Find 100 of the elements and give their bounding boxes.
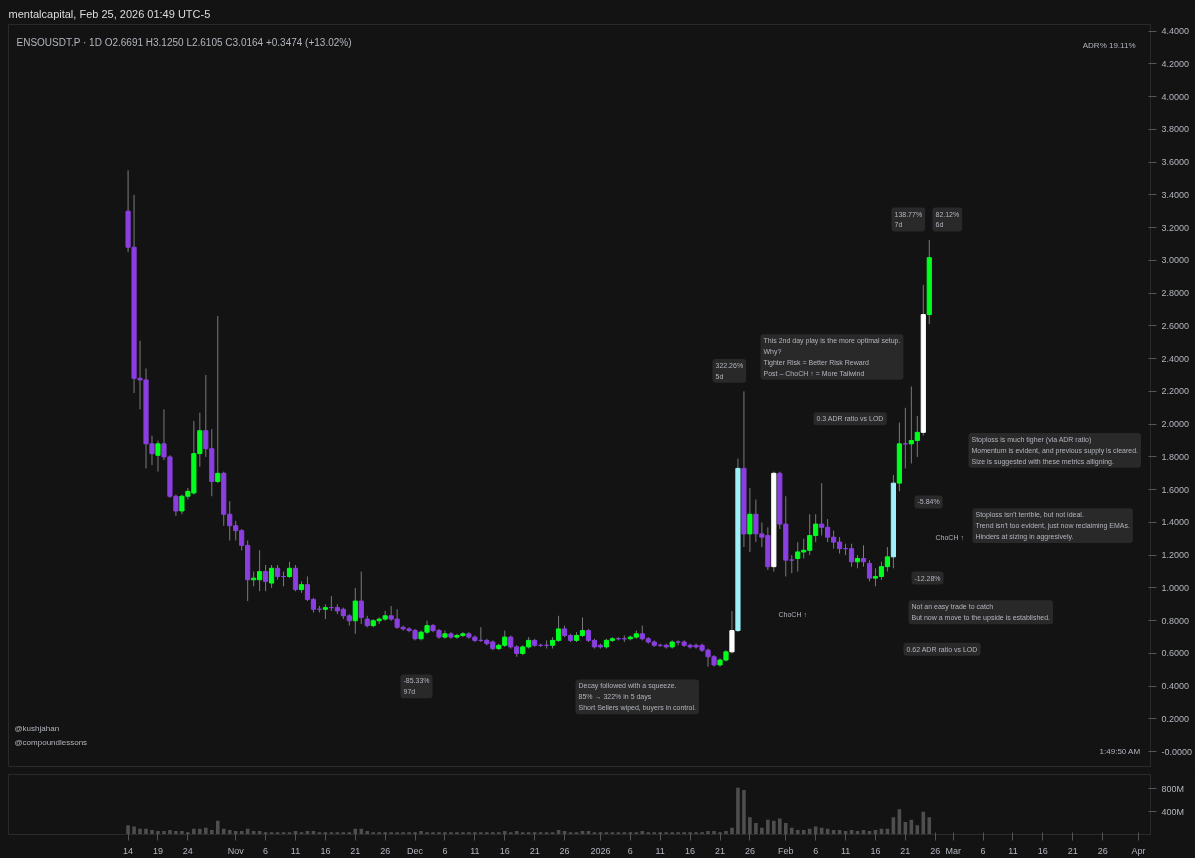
x-tick-label: 11 [840, 845, 851, 856]
bar [395, 832, 399, 835]
bar [496, 832, 501, 835]
y-tick-label: 3.2000 [1161, 222, 1190, 233]
x-tick-label: 26 [559, 845, 570, 856]
y-tick-label: 3.6000 [1161, 157, 1190, 168]
bar [760, 827, 764, 835]
y-tick-label: 1.0000 [1161, 582, 1190, 593]
y-tick-label: 3.8000 [1161, 124, 1190, 135]
y-tick-label: 2.4000 [1161, 353, 1190, 364]
x-tick-label: Apr [1131, 845, 1146, 856]
bar [795, 829, 800, 835]
bar [215, 820, 220, 835]
x-tick-label: 16 [870, 845, 881, 856]
y-tick-label: 2.2000 [1161, 386, 1190, 397]
x-tick-label: 16 [1037, 845, 1048, 856]
bar [192, 828, 196, 835]
y-tick-label: 3.0000 [1161, 255, 1190, 266]
x-tick-label: 21 [900, 845, 911, 856]
text: ENSOUSDT.P · 1D O2.6691 H3.1250 L2.6105 C3.0164 +0.3474 (+13.02%) [16, 36, 352, 48]
x-tick-label: 21 [715, 845, 726, 856]
y-tick-label: 3.4000 [1161, 189, 1190, 200]
bar [209, 829, 214, 835]
bar [772, 820, 776, 835]
bar [927, 817, 932, 835]
bar [479, 832, 483, 835]
bar [706, 831, 710, 835]
bar [652, 832, 657, 835]
y-tick-label: 0.8000 [1161, 615, 1190, 626]
bar [221, 828, 226, 835]
x-tick-label: 21 [350, 845, 361, 856]
bar [789, 827, 794, 835]
x-tick-label: Mar [945, 845, 961, 856]
candlestick [866, 559, 873, 582]
y-tick-label: 4.2000 [1161, 58, 1190, 69]
x-tick-label: 11 [1008, 845, 1018, 856]
bar [754, 823, 758, 835]
bar [514, 831, 519, 835]
x-tick-label: 6 [263, 845, 269, 856]
candlestick [729, 610, 735, 654]
bar [508, 832, 513, 835]
y-tick-label: 2.6000 [1161, 320, 1190, 331]
x-tick-label: 6 [627, 845, 633, 856]
y-tick-label: 1.2000 [1161, 550, 1190, 561]
bar [425, 832, 429, 835]
bar [132, 826, 136, 835]
x-tick-label: 26 [930, 845, 941, 856]
x-tick-label: 19 [152, 845, 163, 856]
bar [204, 827, 208, 835]
y-tick-label: 0.2000 [1161, 714, 1190, 724]
x-tick-label: Dec [407, 845, 424, 856]
bar [431, 832, 435, 835]
x-tick-label: 2026 [590, 845, 611, 856]
bar [461, 832, 465, 835]
bar [491, 832, 495, 835]
annotation: @compoundlessons [14, 737, 88, 747]
candlestick [747, 487, 753, 553]
y-tick-label: 4.4000 [1161, 26, 1190, 37]
bar [646, 832, 651, 835]
bar [670, 832, 674, 835]
bar [389, 832, 393, 835]
bar [227, 829, 232, 835]
chart-title: mentalcapital, Feb 25, 2026 01:49 UTC-5 [8, 7, 211, 20]
bar [401, 832, 405, 835]
bar [485, 832, 489, 835]
bar [371, 832, 376, 835]
x-tick-label: 11 [470, 845, 480, 856]
candlestick [155, 440, 161, 473]
bar [766, 819, 770, 835]
x-tick-label: Feb [778, 845, 794, 856]
bar [180, 831, 184, 835]
bar [712, 831, 716, 835]
bar [640, 831, 645, 835]
bar [198, 828, 202, 835]
x-tick-label: 16 [499, 845, 510, 856]
x-tick-label: 21 [529, 845, 540, 856]
bar [449, 832, 453, 835]
bar [778, 818, 782, 835]
x-tick-label: 24 [182, 845, 193, 856]
candlestick [268, 564, 275, 589]
annotation: @kushjahan [14, 723, 60, 733]
x-tick-label: Nov [227, 845, 245, 856]
x-tick-label: 21 [1067, 845, 1078, 856]
x-tick-label: 11 [655, 845, 665, 856]
candlestick [860, 544, 867, 568]
bar [419, 831, 423, 835]
candlestick [352, 587, 358, 635]
y-tick-label: 1.4000 [1161, 517, 1190, 528]
bar [359, 828, 364, 835]
bar [168, 829, 172, 835]
bar [455, 832, 459, 835]
bar [365, 831, 370, 835]
bar [174, 831, 178, 835]
bar [437, 832, 441, 835]
candlestick [215, 315, 221, 484]
x-tick-label: 26 [380, 845, 391, 856]
bar [801, 829, 806, 835]
bar [724, 831, 728, 835]
candlestick [263, 564, 269, 592]
bar [682, 832, 686, 835]
